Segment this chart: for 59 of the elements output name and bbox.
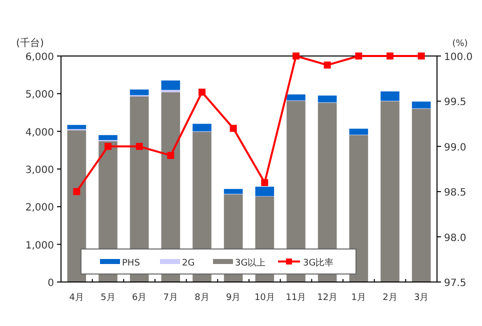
x-tick-label: 7月 <box>163 293 178 303</box>
point <box>198 88 206 96</box>
y-axis-title: (千台) <box>16 37 44 49</box>
x-tick-label: 12月 <box>317 293 338 303</box>
point <box>386 52 394 60</box>
point <box>167 152 174 159</box>
y2-tick-label: 99.5 <box>444 97 466 108</box>
point <box>261 179 268 186</box>
y2-tick-label: 100.0 <box>444 52 473 63</box>
legend-label: 3G以上 <box>235 258 266 268</box>
x-tick-label: 6月 <box>132 293 147 303</box>
y-tick-label: 1,000 <box>25 240 54 252</box>
bar <box>67 130 86 282</box>
point <box>73 188 80 196</box>
x-tick-label: 1月 <box>351 293 366 303</box>
y2-axis-title: (%) <box>452 39 468 49</box>
x-tick-label: 4月 <box>69 293 84 303</box>
bar <box>286 94 306 100</box>
bar <box>412 108 431 282</box>
legend-label: 3G比率 <box>303 258 334 268</box>
x-tick-label: 2月 <box>382 293 398 303</box>
legend-label: 2G <box>182 258 195 268</box>
legend-label: PHS <box>122 258 140 268</box>
y2-tick-label: 98.0 <box>444 232 466 244</box>
y-tick-label: 0 <box>48 278 54 289</box>
y-tick-label: 6,000 <box>25 52 54 63</box>
bar <box>318 96 337 102</box>
x-tick-label: 9月 <box>226 293 241 303</box>
point <box>292 52 300 60</box>
y-tick-label: 3,000 <box>25 165 54 176</box>
bar <box>130 90 149 96</box>
x-tick-label: 5月 <box>100 293 116 303</box>
y2-tick-label: 99.0 <box>444 142 466 154</box>
x-tick-label: 3月 <box>414 293 429 303</box>
bar <box>380 91 400 101</box>
bar <box>67 124 86 130</box>
y2-tick-label: 97.5 <box>444 278 466 289</box>
y-tick-label: 4,000 <box>25 127 54 138</box>
point <box>136 142 143 150</box>
point <box>355 52 362 60</box>
x-tick-label: 11月 <box>286 293 306 303</box>
point <box>230 124 237 132</box>
y2-tick-label: 98.5 <box>444 188 466 199</box>
point <box>324 62 331 69</box>
y-tick-label: 5,000 <box>25 90 54 101</box>
bar <box>161 80 180 90</box>
bar <box>412 102 431 108</box>
x-tick-label: 8月 <box>194 293 210 303</box>
bar <box>349 135 368 282</box>
bar <box>349 128 368 135</box>
bar <box>380 101 400 282</box>
x-tick-label: 10月 <box>254 293 275 303</box>
bar <box>192 124 212 132</box>
bar <box>255 186 274 196</box>
bar <box>224 188 243 194</box>
bar <box>98 135 118 140</box>
point <box>104 142 112 150</box>
y-tick-label: 2,000 <box>25 202 54 214</box>
point <box>418 52 425 60</box>
